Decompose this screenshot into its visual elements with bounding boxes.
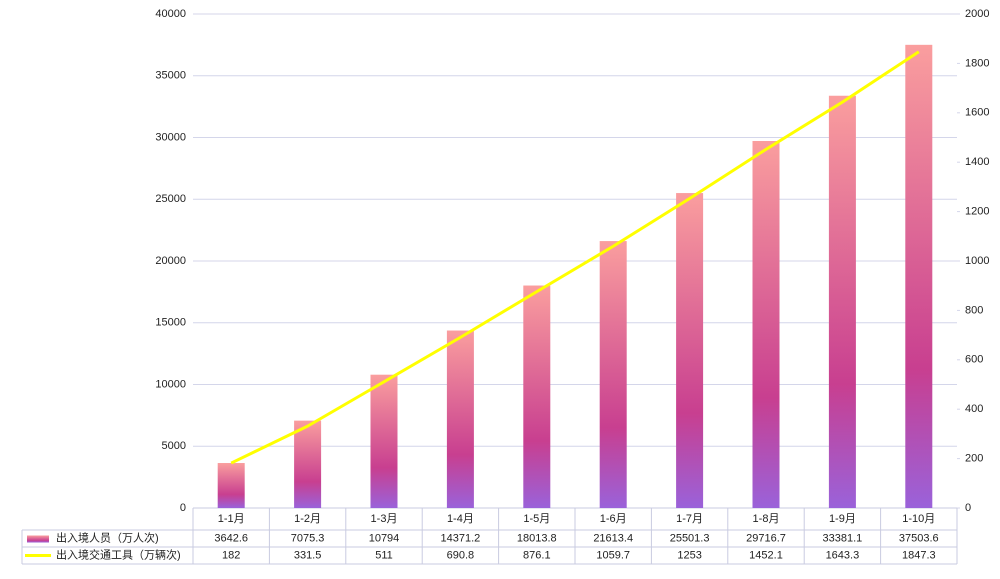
bar <box>599 241 627 508</box>
y2-tick-label: 0 <box>965 502 971 514</box>
y2-tick-label: 1400 <box>965 156 989 168</box>
table-value: 511 <box>375 549 393 561</box>
bar <box>446 330 474 508</box>
y-tick-label: 25000 <box>155 193 186 205</box>
y-tick-label: 20000 <box>155 255 186 267</box>
table-value: 1452.1 <box>749 549 783 561</box>
table-value: 29716.7 <box>746 532 786 544</box>
table-value: 10794 <box>369 532 400 544</box>
y2-tick-label: 600 <box>965 354 983 366</box>
x-tick-label: 1-1月 <box>218 513 245 525</box>
table-value: 18013.8 <box>517 532 557 544</box>
y2-tick-label: 1200 <box>965 206 989 218</box>
x-tick-label: 1-10月 <box>902 513 935 525</box>
bar <box>523 285 551 508</box>
y2-tick-label: 1800 <box>965 57 989 69</box>
x-tick-label: 1-4月 <box>447 513 474 525</box>
y2-tick-label: 400 <box>965 403 983 415</box>
x-tick-label: 1-9月 <box>829 513 856 525</box>
bar <box>294 420 322 508</box>
bar <box>676 193 704 508</box>
bar <box>370 374 398 508</box>
table-value: 37503.6 <box>899 532 939 544</box>
y2-tick-label: 2000 <box>965 8 989 20</box>
y-tick-label: 35000 <box>155 70 186 82</box>
table-value: 14371.2 <box>441 532 481 544</box>
x-tick-label: 1-3月 <box>371 513 398 525</box>
x-tick-label: 1-5月 <box>523 513 550 525</box>
table-value: 182 <box>222 549 240 561</box>
table-value: 7075.3 <box>291 532 325 544</box>
table-value: 1847.3 <box>902 549 936 561</box>
y-tick-label: 10000 <box>155 378 186 390</box>
y2-tick-label: 1000 <box>965 255 989 267</box>
table-value: 876.1 <box>523 549 551 561</box>
table-value: 25501.3 <box>670 532 710 544</box>
y2-tick-label: 1600 <box>965 107 989 119</box>
table-value: 1253 <box>677 549 701 561</box>
x-tick-label: 1-2月 <box>294 513 321 525</box>
legend-swatch <box>27 535 49 543</box>
bar <box>905 44 933 509</box>
table-value: 3642.6 <box>214 532 248 544</box>
bar <box>217 463 245 508</box>
y-tick-label: 5000 <box>162 440 186 452</box>
line <box>230 50 920 465</box>
table-value: 21613.4 <box>593 532 633 544</box>
bar <box>752 140 780 508</box>
y-tick-label: 30000 <box>155 131 186 143</box>
legend-label: 出入境人员（万人次) <box>56 530 159 544</box>
table-value: 33381.1 <box>823 532 863 544</box>
y-tick-label: 15000 <box>155 317 186 329</box>
y-tick-label: 0 <box>180 502 186 514</box>
x-tick-label: 1-8月 <box>753 513 780 525</box>
table-value: 1643.3 <box>826 549 860 561</box>
y-tick-label: 40000 <box>155 8 186 20</box>
table-value: 690.8 <box>447 549 475 561</box>
bar <box>828 95 856 509</box>
y2-tick-label: 200 <box>965 453 983 465</box>
y2-tick-label: 800 <box>965 304 983 316</box>
legend-label: 出入境交通工具（万辆次) <box>56 547 181 561</box>
x-tick-label: 1-7月 <box>676 513 703 525</box>
x-tick-label: 1-6月 <box>600 513 627 525</box>
table-value: 331.5 <box>294 549 322 561</box>
table-value: 1059.7 <box>596 549 630 561</box>
